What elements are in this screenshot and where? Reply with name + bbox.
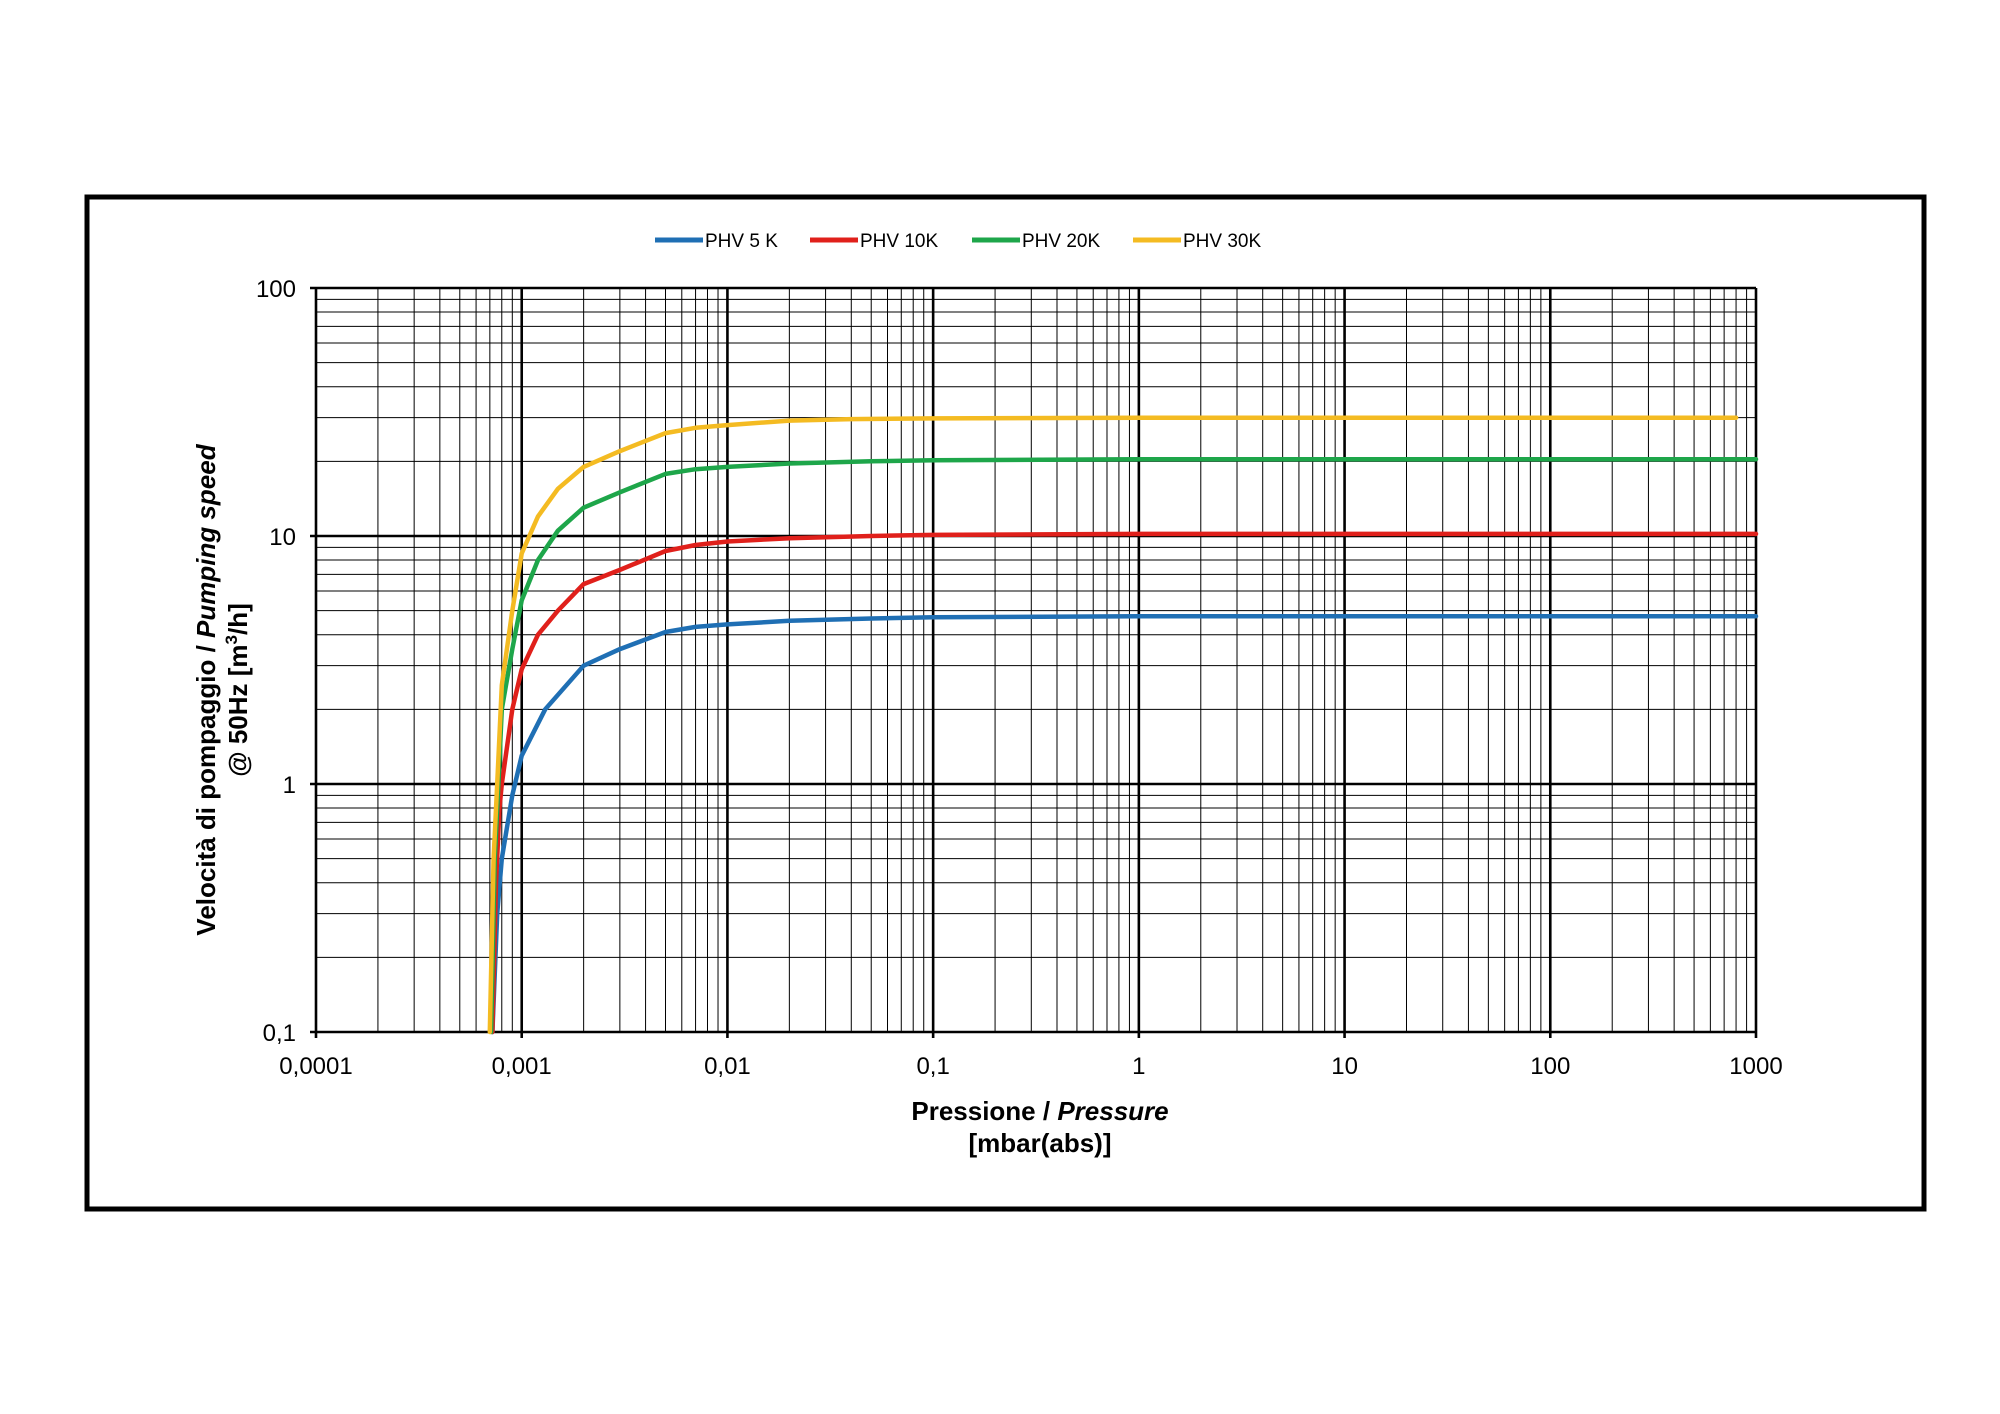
- y-tick-label: 1: [283, 772, 296, 799]
- series-line-3: [487, 415, 1739, 1035]
- y-tick-label: 100: [256, 276, 296, 303]
- tick-labels: 0,0001 0,001 0,01 0,1 1 10 100 1000 0,1 1 10 100: [256, 276, 1783, 1080]
- x-tick-label: 0,0001: [279, 1053, 352, 1080]
- legend-label-0: PHV 5 K: [705, 231, 778, 252]
- x-tick-label: 0,1: [916, 1053, 949, 1080]
- chart-frame: [84, 194, 1927, 1212]
- y-tick-label: 10: [269, 524, 296, 551]
- series-line-2: [488, 456, 1759, 1035]
- x-axis-unit: [mbar(abs)]: [968, 1128, 1111, 1158]
- x-tick-label: 0,001: [492, 1053, 552, 1080]
- y-axis-title-plain: Velocità di pompaggio /: [191, 638, 221, 936]
- series-line-1: [490, 531, 1759, 1035]
- y-axis-unit-suffix: /h]: [223, 603, 253, 635]
- y-axis-unit-sup: 3: [222, 635, 241, 644]
- x-axis-title-plain: Pressione /: [911, 1096, 1057, 1126]
- y-axis-title-group: Velocità di pompaggio / Pumping speed @ …: [191, 443, 253, 935]
- x-tick-label: 10: [1331, 1053, 1358, 1080]
- legend-label-3: PHV 30K: [1183, 231, 1261, 252]
- y-tick-label: 0,1: [263, 1020, 296, 1047]
- legend: PHV 5 K PHV 10K PHV 20K PHV 30K: [655, 231, 1261, 252]
- series-lines: [487, 415, 1759, 1035]
- y-axis-title: Velocità di pompaggio / Pumping speed: [191, 443, 221, 935]
- y-axis-unit-prefix: @ 50Hz [m: [223, 644, 253, 776]
- series-line-0: [490, 613, 1759, 1035]
- x-tick-label: 1: [1132, 1053, 1145, 1080]
- minor-gridlines: [316, 288, 1756, 1032]
- x-axis-title: Pressione / Pressure: [911, 1096, 1168, 1126]
- y-axis-title-italic: Pumping speed: [191, 443, 221, 638]
- x-tick-label: 100: [1530, 1053, 1570, 1080]
- y-axis-unit: @ 50Hz [m3/h]: [222, 603, 253, 777]
- legend-label-2: PHV 20K: [1022, 231, 1100, 252]
- x-tick-label: 0,01: [704, 1053, 751, 1080]
- x-tick-label: 1000: [1729, 1053, 1782, 1080]
- legend-label-1: PHV 10K: [860, 231, 938, 252]
- x-axis-title-italic: Pressure: [1057, 1096, 1168, 1126]
